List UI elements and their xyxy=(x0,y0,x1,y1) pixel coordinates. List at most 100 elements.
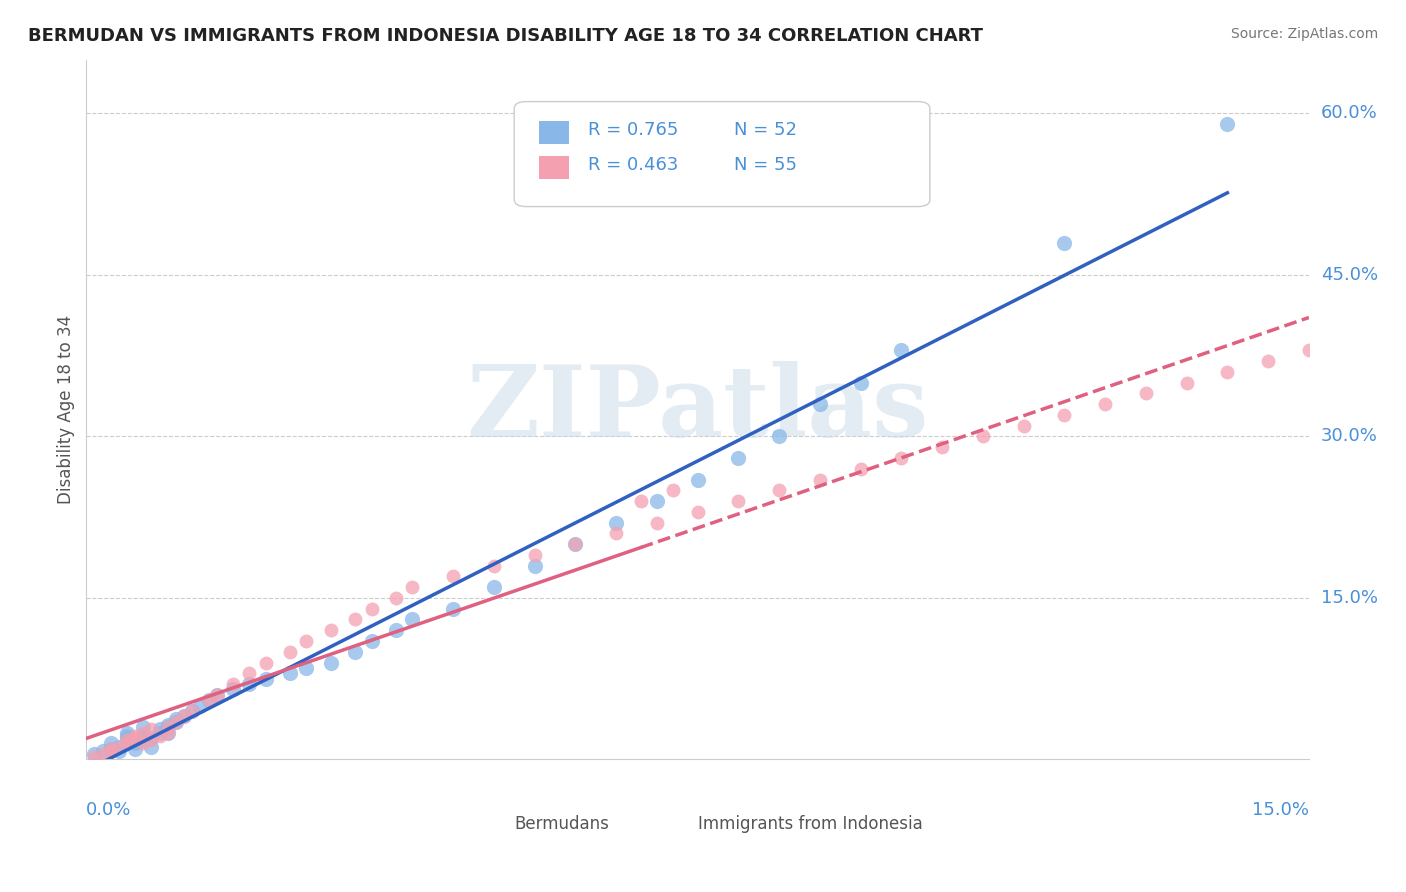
FancyBboxPatch shape xyxy=(538,156,569,178)
Text: N = 55: N = 55 xyxy=(734,155,797,174)
Point xyxy=(564,537,586,551)
Point xyxy=(441,569,464,583)
FancyBboxPatch shape xyxy=(538,120,569,144)
Point xyxy=(360,601,382,615)
Point xyxy=(91,747,114,761)
Point xyxy=(115,733,138,747)
Text: ZIPatlas: ZIPatlas xyxy=(467,361,929,458)
Text: 15.0%: 15.0% xyxy=(1322,589,1378,607)
Point xyxy=(401,612,423,626)
Point xyxy=(319,656,342,670)
Point xyxy=(149,729,172,743)
FancyBboxPatch shape xyxy=(471,801,502,819)
Point xyxy=(360,634,382,648)
Text: R = 0.765: R = 0.765 xyxy=(588,120,678,138)
Point xyxy=(482,580,505,594)
Point xyxy=(115,729,138,743)
Point xyxy=(344,645,367,659)
Point xyxy=(197,693,219,707)
Point xyxy=(1257,354,1279,368)
Point xyxy=(132,725,155,739)
Point xyxy=(254,656,277,670)
Y-axis label: Disability Age 18 to 34: Disability Age 18 to 34 xyxy=(58,315,75,504)
Point xyxy=(808,397,831,411)
Point xyxy=(768,483,790,498)
Point xyxy=(645,516,668,530)
Point xyxy=(100,741,122,756)
Point xyxy=(108,744,131,758)
Point xyxy=(972,429,994,443)
Point xyxy=(344,612,367,626)
Point xyxy=(238,666,260,681)
FancyBboxPatch shape xyxy=(515,102,929,207)
Point xyxy=(124,736,146,750)
Point xyxy=(124,731,146,745)
Point xyxy=(1012,418,1035,433)
Point xyxy=(156,720,179,734)
Point xyxy=(173,709,195,723)
Text: 15.0%: 15.0% xyxy=(1251,801,1309,820)
Point xyxy=(173,709,195,723)
Point xyxy=(630,494,652,508)
Point xyxy=(100,736,122,750)
Point xyxy=(108,739,131,754)
Point xyxy=(205,688,228,702)
Point xyxy=(149,723,172,737)
Point xyxy=(319,624,342,638)
Point xyxy=(165,714,187,729)
Point xyxy=(1298,343,1320,358)
Text: Immigrants from Indonesia: Immigrants from Indonesia xyxy=(697,815,922,833)
Point xyxy=(295,661,318,675)
Point xyxy=(141,731,163,745)
Point xyxy=(181,704,204,718)
Point xyxy=(523,548,546,562)
Text: 0.0%: 0.0% xyxy=(86,801,132,820)
Point xyxy=(124,741,146,756)
Point xyxy=(124,729,146,743)
Point xyxy=(931,440,953,454)
Point xyxy=(890,450,912,465)
Point xyxy=(1216,365,1239,379)
Point xyxy=(645,494,668,508)
Point xyxy=(727,450,749,465)
Point xyxy=(605,516,627,530)
Point xyxy=(108,739,131,754)
Point xyxy=(1094,397,1116,411)
Point xyxy=(768,429,790,443)
Point xyxy=(1175,376,1198,390)
Point xyxy=(278,645,301,659)
Point xyxy=(1053,408,1076,422)
Point xyxy=(564,537,586,551)
Point xyxy=(100,741,122,756)
Text: Source: ZipAtlas.com: Source: ZipAtlas.com xyxy=(1230,27,1378,41)
Point xyxy=(165,714,187,729)
Point xyxy=(141,739,163,754)
Point xyxy=(385,624,408,638)
Point xyxy=(238,677,260,691)
Point xyxy=(190,698,212,713)
Point xyxy=(156,720,179,734)
Point xyxy=(1216,117,1239,131)
Point xyxy=(156,725,179,739)
Point xyxy=(132,729,155,743)
Point xyxy=(149,725,172,739)
Point xyxy=(141,733,163,747)
Point xyxy=(83,747,105,761)
Point xyxy=(83,750,105,764)
Text: BERMUDAN VS IMMIGRANTS FROM INDONESIA DISABILITY AGE 18 TO 34 CORRELATION CHART: BERMUDAN VS IMMIGRANTS FROM INDONESIA DI… xyxy=(28,27,983,45)
Point xyxy=(605,526,627,541)
Point xyxy=(222,682,245,697)
FancyBboxPatch shape xyxy=(661,801,692,819)
Point xyxy=(727,494,749,508)
Point xyxy=(165,712,187,726)
Point xyxy=(808,473,831,487)
Point xyxy=(156,725,179,739)
Point xyxy=(385,591,408,605)
Point xyxy=(132,736,155,750)
Text: Bermudans: Bermudans xyxy=(515,815,609,833)
Point xyxy=(141,723,163,737)
Point xyxy=(254,672,277,686)
Text: 60.0%: 60.0% xyxy=(1322,104,1378,122)
Point xyxy=(197,693,219,707)
Point xyxy=(295,634,318,648)
